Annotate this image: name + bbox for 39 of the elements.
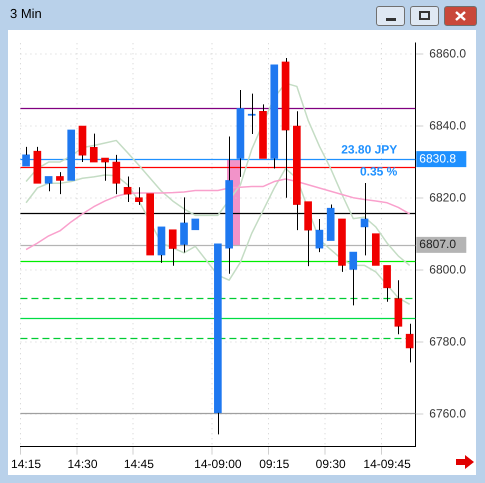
candlestick [78,126,86,163]
candlestick [158,226,166,264]
candlestick [22,146,30,166]
candlestick [90,133,98,162]
annotation: 23.80 JPY [341,142,398,156]
y-tick-label: 6800.0 [429,262,466,276]
candlestick [214,243,222,435]
candlestick [236,90,244,178]
x-tick-label: 14:30 [67,457,98,472]
candlestick [259,104,267,159]
ref-line-label: 6807.0 [419,237,456,252]
y-tick-label: 6860.0 [429,46,466,60]
candlestick [349,252,358,306]
candlestick [383,265,391,302]
candlestick [316,218,324,253]
candlestick [44,176,52,192]
candlestick [124,176,132,203]
chart-title: 3 Min [10,6,42,21]
annotation: 0.35 % [360,164,398,178]
candlestick [394,280,402,335]
y-tick-label: 6840.0 [429,118,466,132]
candlestick [101,158,109,182]
candlestick [135,186,143,206]
y-tick-label: 6780.0 [429,334,466,348]
x-tick-label: 09:15 [259,457,290,472]
x-tick-label: 14-09:45 [363,457,412,472]
x-tick-label: 14-09:00 [194,457,242,472]
candlestick [34,146,42,184]
ref-line-label: 6830.8 [419,151,456,166]
candlestick [282,57,290,198]
y-tick-label: 6820.0 [429,190,466,204]
y-tick-label: 6760.0 [429,406,466,420]
candlestick [168,229,177,266]
x-tick-label: 09:30 [316,457,346,472]
x-tick-label: 14:45 [124,457,154,472]
x-tick-label: 14:15 [11,457,42,472]
candlestick [56,172,64,195]
candlestick [338,218,346,272]
candlestick [112,154,120,195]
